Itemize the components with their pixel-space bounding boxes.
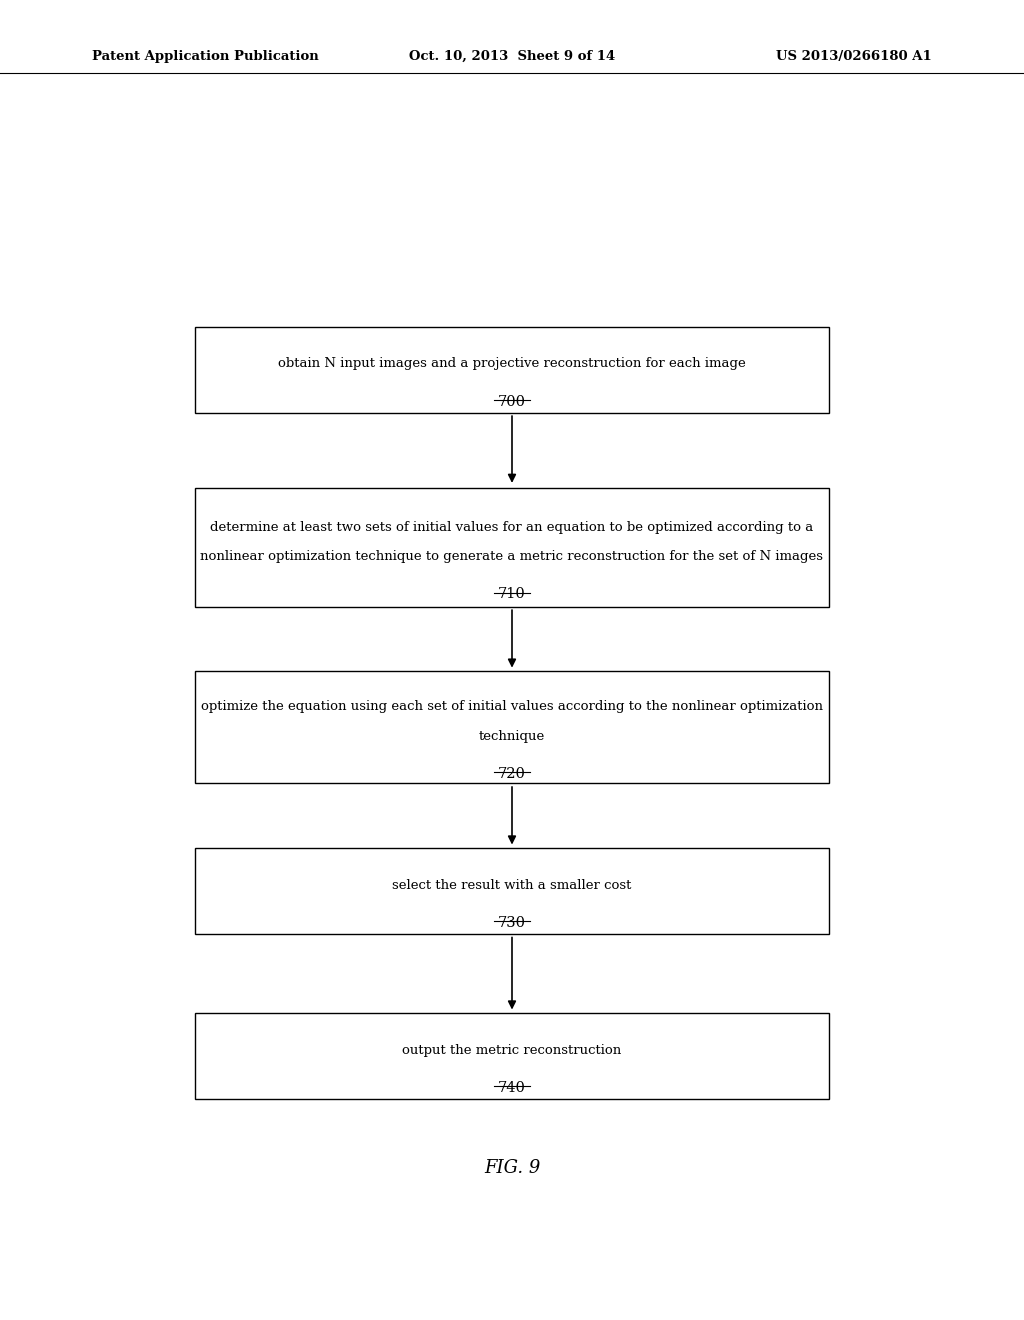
Text: Oct. 10, 2013  Sheet 9 of 14: Oct. 10, 2013 Sheet 9 of 14: [409, 50, 615, 63]
FancyBboxPatch shape: [195, 849, 829, 935]
FancyBboxPatch shape: [195, 671, 829, 783]
Text: select the result with a smaller cost: select the result with a smaller cost: [392, 879, 632, 892]
Text: FIG. 9: FIG. 9: [483, 1159, 541, 1177]
FancyBboxPatch shape: [195, 327, 829, 412]
Text: US 2013/0266180 A1: US 2013/0266180 A1: [776, 50, 932, 63]
Text: 730: 730: [498, 916, 526, 931]
Text: obtain N input images and a projective reconstruction for each image: obtain N input images and a projective r…: [279, 358, 745, 371]
Text: 720: 720: [498, 767, 526, 781]
FancyBboxPatch shape: [195, 1014, 829, 1098]
Text: technique: technique: [479, 730, 545, 743]
Text: Patent Application Publication: Patent Application Publication: [92, 50, 318, 63]
FancyBboxPatch shape: [195, 488, 829, 607]
Text: 710: 710: [498, 587, 526, 602]
Text: determine at least two sets of initial values for an equation to be optimized ac: determine at least two sets of initial v…: [210, 521, 814, 535]
Text: output the metric reconstruction: output the metric reconstruction: [402, 1044, 622, 1057]
Text: optimize the equation using each set of initial values according to the nonlinea: optimize the equation using each set of …: [201, 701, 823, 714]
Text: nonlinear optimization technique to generate a metric reconstruction for the set: nonlinear optimization technique to gene…: [201, 550, 823, 564]
Text: 740: 740: [498, 1081, 526, 1096]
Text: 700: 700: [498, 395, 526, 409]
